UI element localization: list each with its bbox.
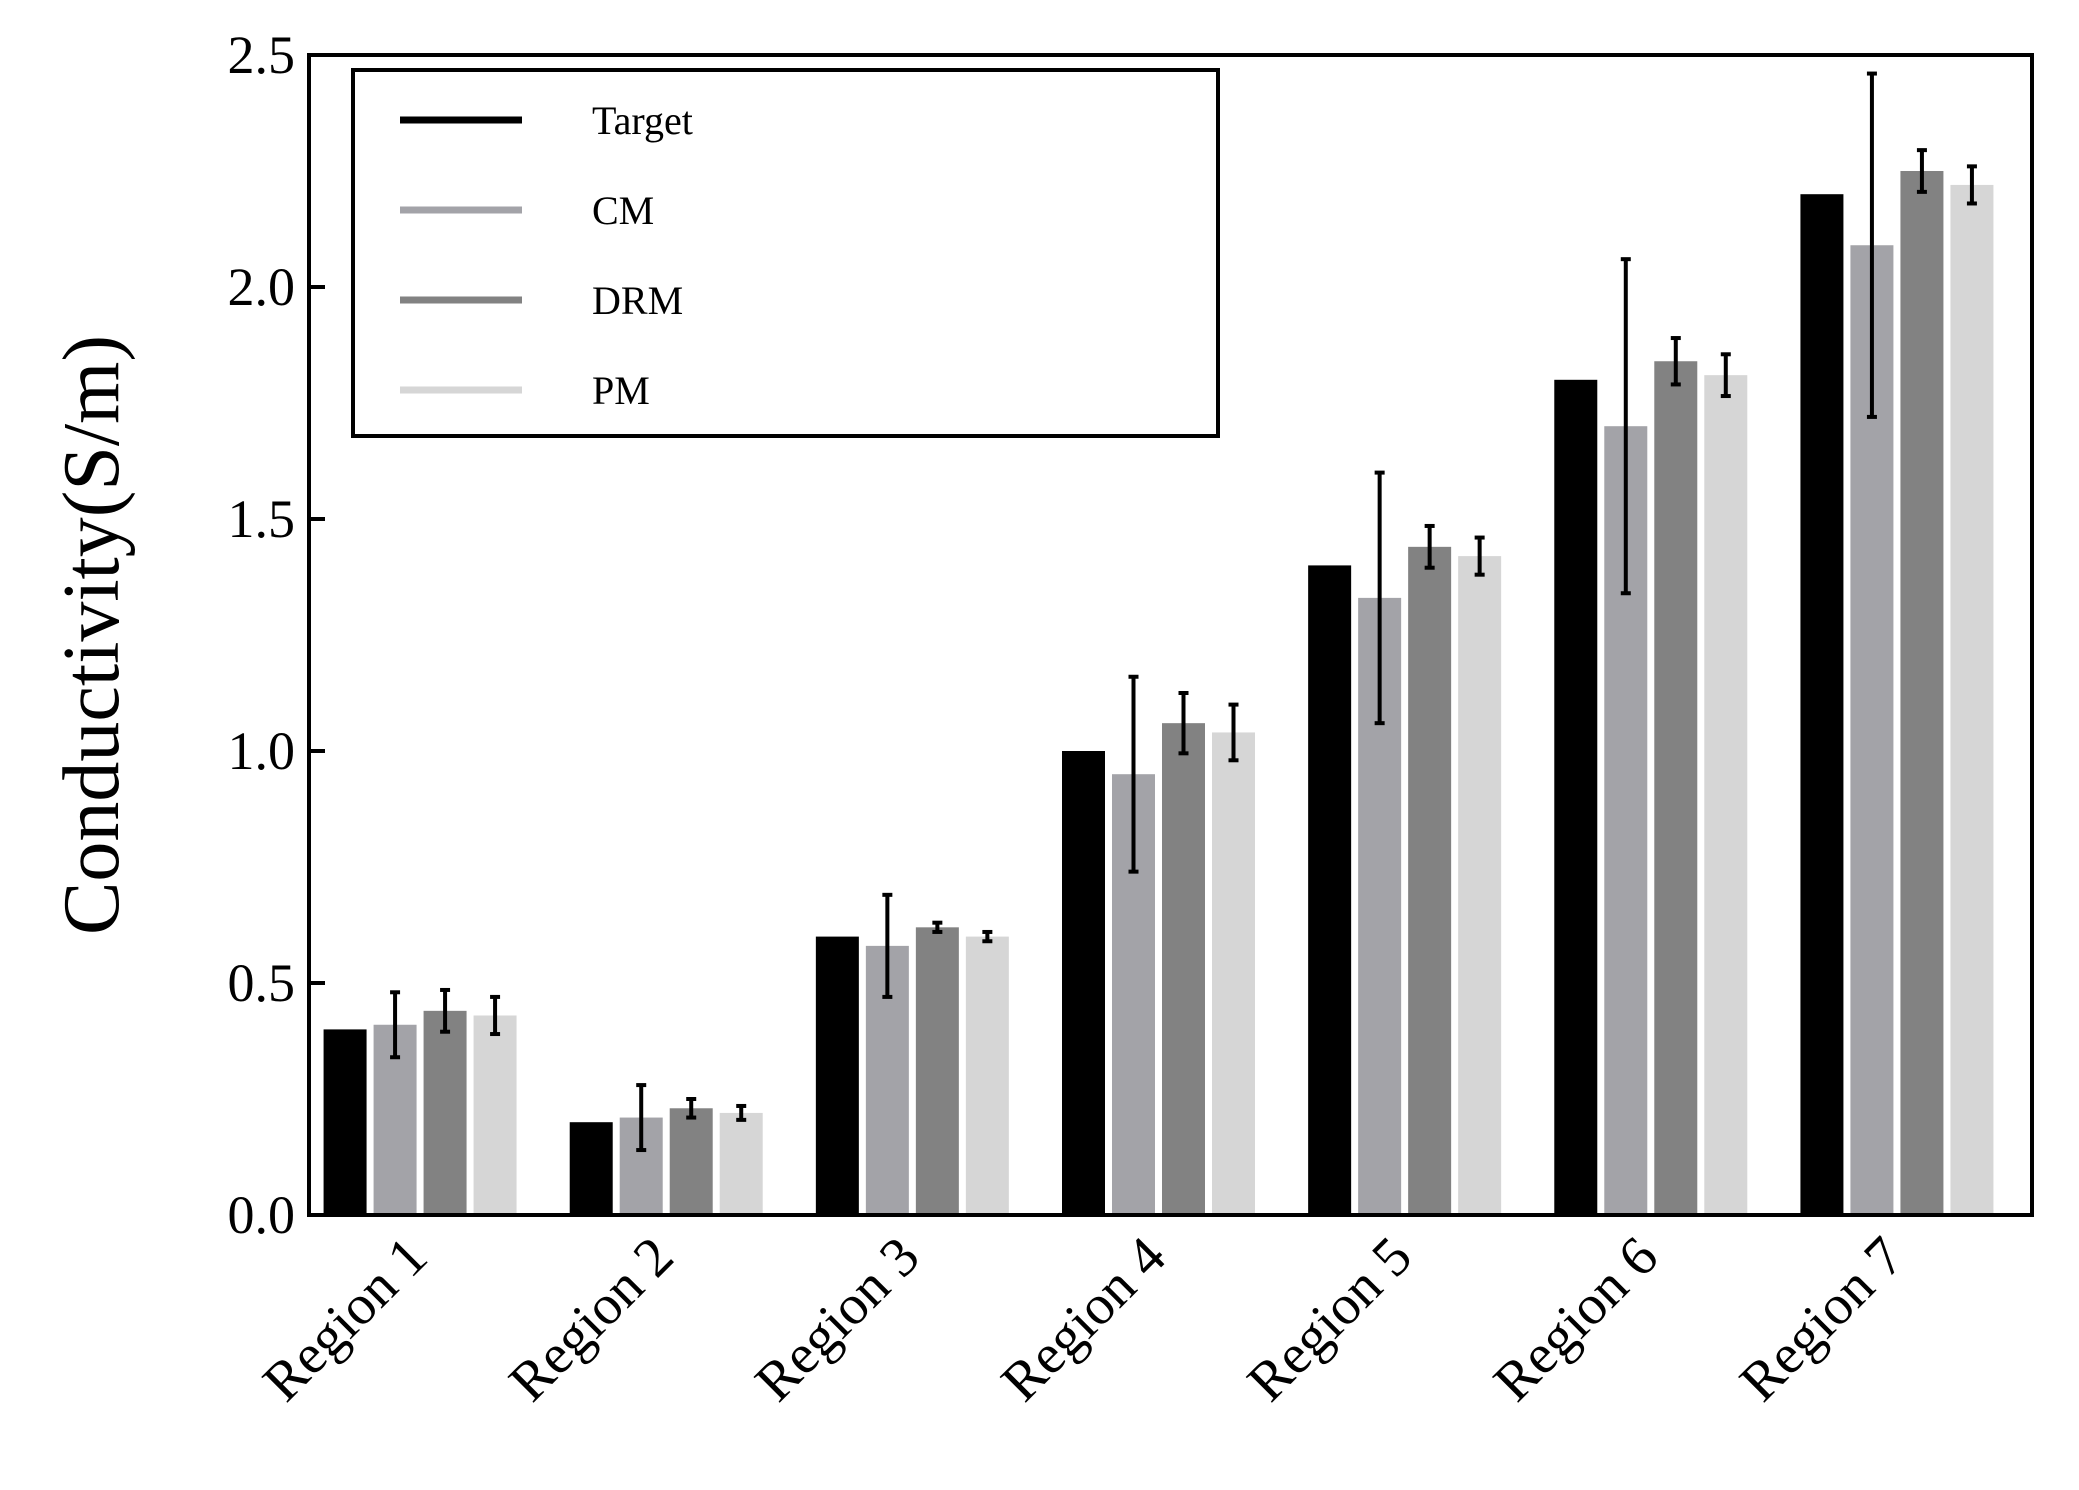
legend: Target CM DRM PM (351, 68, 1220, 438)
legend-label-pm: PM (592, 368, 650, 413)
bar-target-region-3 (815, 936, 859, 1215)
bar-pm-region-7 (1950, 184, 1994, 1215)
bar-pm-region-2 (719, 1112, 763, 1215)
x-tick-label: Region 3 (744, 1225, 932, 1413)
x-tick-label: Region 6 (1482, 1225, 1670, 1413)
bar-drm-region-5 (1408, 546, 1452, 1215)
y-tick-label: 1.5 (228, 489, 296, 549)
bar-pm-region-5 (1458, 556, 1502, 1215)
y-tick-label: 0.0 (228, 1185, 296, 1245)
bar-drm-region-6 (1654, 361, 1698, 1215)
x-tick-label: Region 4 (990, 1225, 1178, 1413)
y-tick-label: 1.0 (228, 721, 296, 781)
y-tick-label: 0.5 (228, 953, 296, 1013)
y-tick-label: 2.5 (228, 25, 296, 85)
bar-pm-region-4 (1212, 732, 1255, 1215)
x-tick-label: Region 1 (251, 1225, 439, 1413)
bar-target-region-7 (1800, 194, 1844, 1215)
legend-box (351, 68, 1220, 438)
bar-pm-region-6 (1704, 375, 1748, 1215)
y-axis: 0.0 0.5 1.0 1.5 2.0 2.5 (228, 25, 325, 1245)
error-bars-layer (390, 71, 1977, 1153)
x-axis: Region 1 Region 2 Region 3 Region 4 Region 5… (251, 1225, 1916, 1413)
y-tick-label: 2.0 (228, 257, 296, 317)
x-tick-label: Region 7 (1728, 1225, 1916, 1413)
bar-drm-region-2 (669, 1108, 713, 1215)
y-axis-label: Conductivity(S/m) (48, 335, 136, 935)
bar-target-region-4 (1062, 751, 1105, 1215)
bar-target-region-2 (569, 1122, 613, 1215)
bar-target-region-5 (1308, 565, 1352, 1215)
bars-layer (323, 171, 1994, 1216)
bar-drm-region-1 (423, 1010, 467, 1215)
x-tick-label: Region 2 (497, 1225, 685, 1413)
bar-drm-region-3 (915, 927, 959, 1215)
legend-label-drm: DRM (592, 278, 683, 323)
bar-drm-region-7 (1900, 171, 1944, 1215)
x-tick-label: Region 5 (1236, 1225, 1424, 1413)
legend-label-cm: CM (592, 188, 654, 233)
bar-pm-region-1 (473, 1015, 517, 1215)
bar-drm-region-4 (1162, 723, 1205, 1215)
bar-target-region-6 (1554, 379, 1598, 1215)
legend-label-target: Target (592, 98, 693, 143)
bar-target-region-1 (323, 1029, 367, 1215)
bar-pm-region-3 (965, 936, 1009, 1215)
plot-frame (307, 53, 2034, 1217)
